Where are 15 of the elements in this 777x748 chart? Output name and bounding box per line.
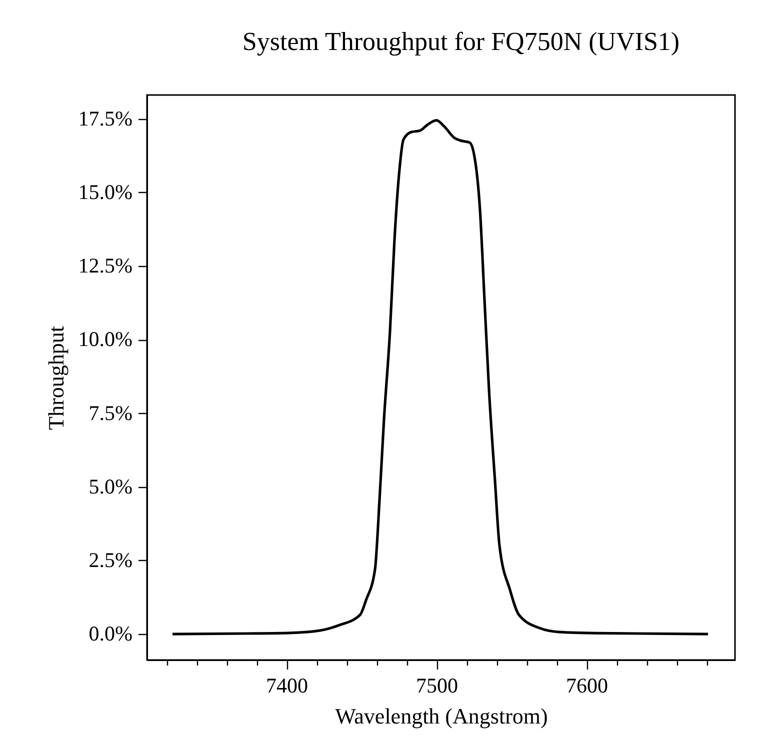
y-tick-label: 2.5% (88, 548, 132, 572)
x-tick-label: 7600 (566, 674, 608, 698)
x-tick-label: 7500 (416, 674, 458, 698)
chart-title: System Throughput for FQ750N (UVIS1) (242, 27, 680, 56)
line-series (171, 119, 710, 636)
x-axis-title: Wavelength (Angstrom) (335, 704, 548, 728)
y-tick-label: 15.0% (78, 180, 132, 204)
y-tick-label: 12.5% (78, 254, 132, 278)
y-tick-label: 10.0% (78, 327, 132, 352)
y-tick-label: 0.0% (88, 622, 132, 646)
y-tick-label: 7.5% (88, 400, 132, 425)
y-tick-label: 5.0% (88, 474, 132, 498)
y-axis-title: Throughput (43, 326, 68, 430)
y-tick-label: 17.5% (78, 106, 132, 130)
x-tick-label: 7400 (266, 674, 308, 698)
